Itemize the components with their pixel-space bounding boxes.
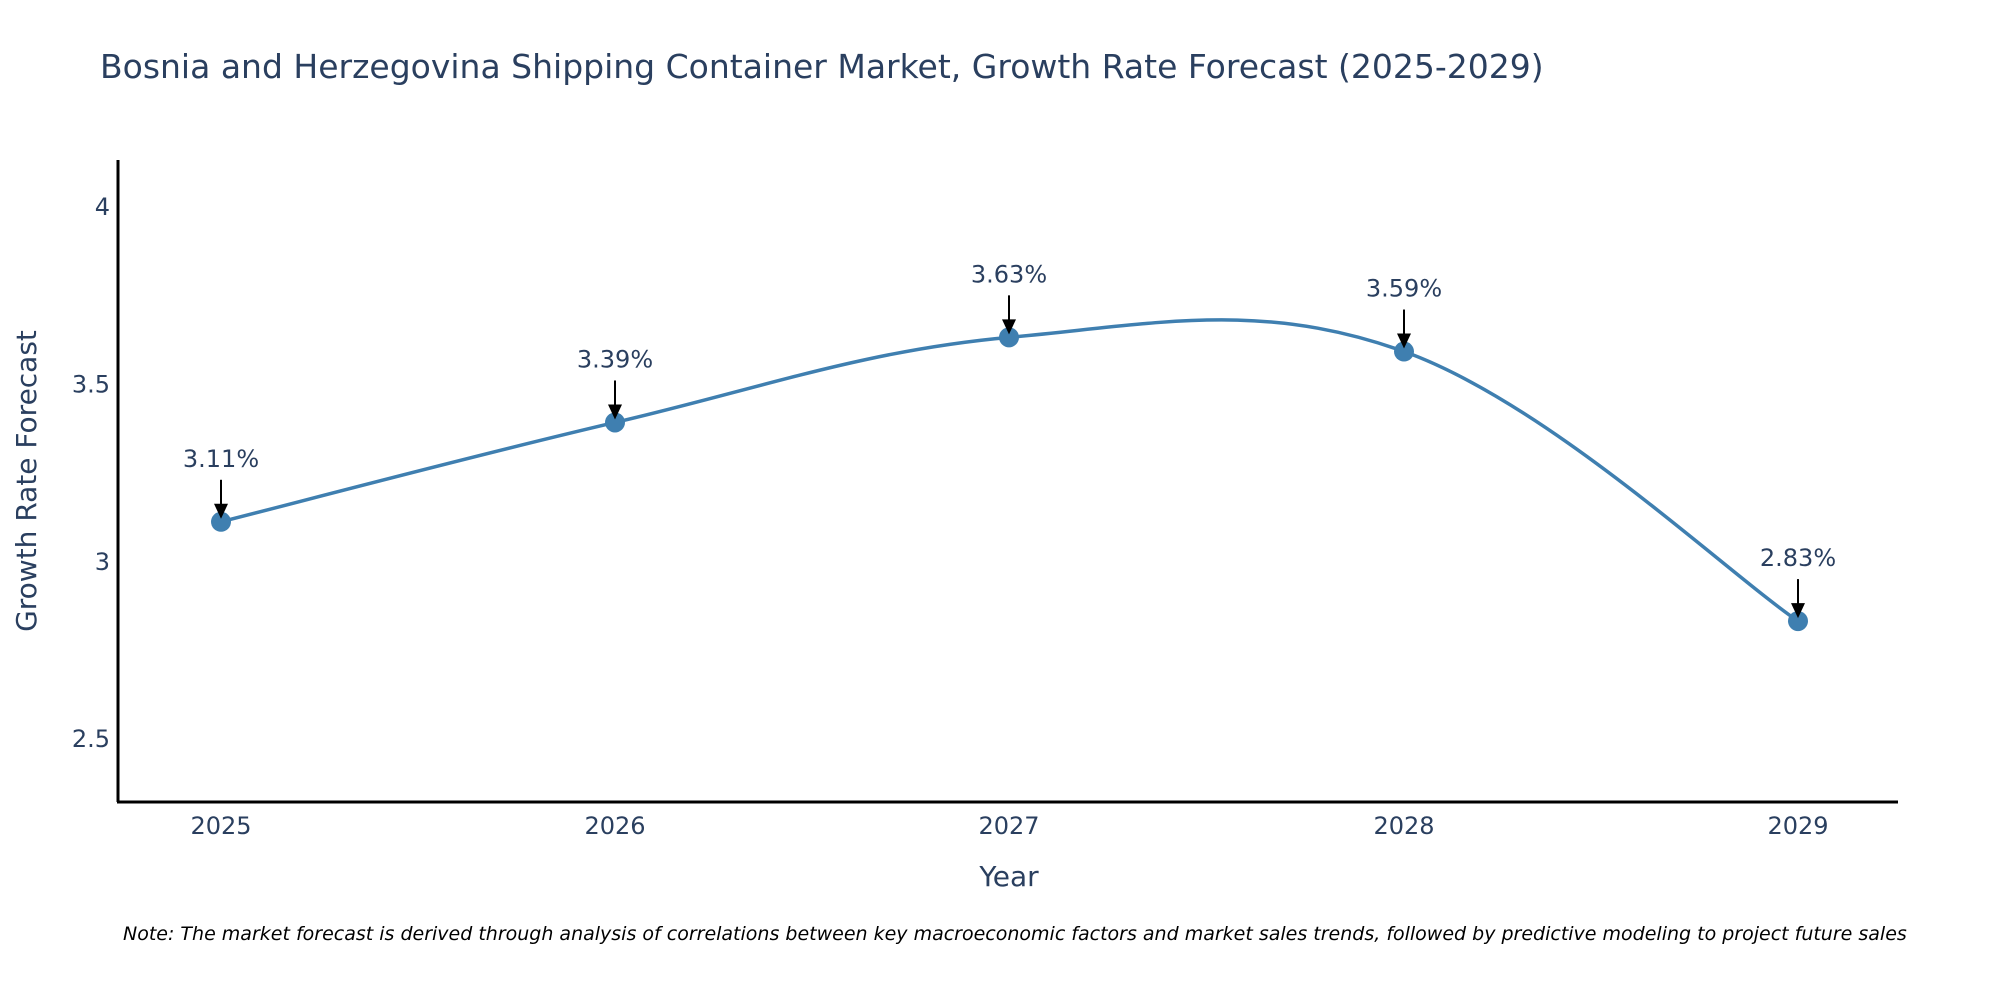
annotation-arrowhead <box>214 503 228 519</box>
x-axis-ticks: 2025 2026 2027 2028 2029 <box>190 812 1828 840</box>
y-tick-label: 3 <box>95 548 110 576</box>
data-label: 2.83% <box>1760 544 1836 572</box>
chart-title: Bosnia and Herzegovina Shipping Containe… <box>100 47 1544 86</box>
data-label: 3.59% <box>1366 275 1442 303</box>
y-tick-label: 2.5 <box>72 725 110 753</box>
annotation-arrowhead <box>1002 319 1016 335</box>
data-markers <box>211 327 1808 632</box>
data-point <box>1394 341 1414 362</box>
data-point <box>999 327 1019 348</box>
data-point <box>605 412 625 433</box>
forecast-note: Note: The market forecast is derived thr… <box>123 923 1907 945</box>
growth-rate-line <box>220 318 1799 623</box>
annotation-arrowhead <box>608 404 622 420</box>
x-tick-label: 2028 <box>1373 812 1434 840</box>
annotation-arrowhead <box>1791 603 1805 619</box>
y-tick-label: 4 <box>95 193 110 221</box>
data-point <box>211 511 231 532</box>
data-point <box>1788 611 1808 632</box>
data-label: 3.39% <box>577 345 653 373</box>
data-label: 3.63% <box>971 260 1047 288</box>
x-tick-label: 2026 <box>584 812 645 840</box>
annotation-arrowhead <box>1397 333 1411 349</box>
y-axis-label: Growth Rate Forecast <box>10 330 43 632</box>
x-tick-label: 2025 <box>190 812 251 840</box>
data-annotations: 3.11% 3.39% 3.63% 3.59% 2.83% <box>183 260 1836 619</box>
y-axis-ticks: 2.5 3 3.5 4 <box>72 193 110 753</box>
data-label: 3.11% <box>183 445 259 473</box>
x-tick-label: 2027 <box>978 812 1039 840</box>
x-tick-label: 2029 <box>1767 812 1828 840</box>
y-tick-label: 3.5 <box>72 370 110 398</box>
x-axis-label: Year <box>978 860 1039 893</box>
